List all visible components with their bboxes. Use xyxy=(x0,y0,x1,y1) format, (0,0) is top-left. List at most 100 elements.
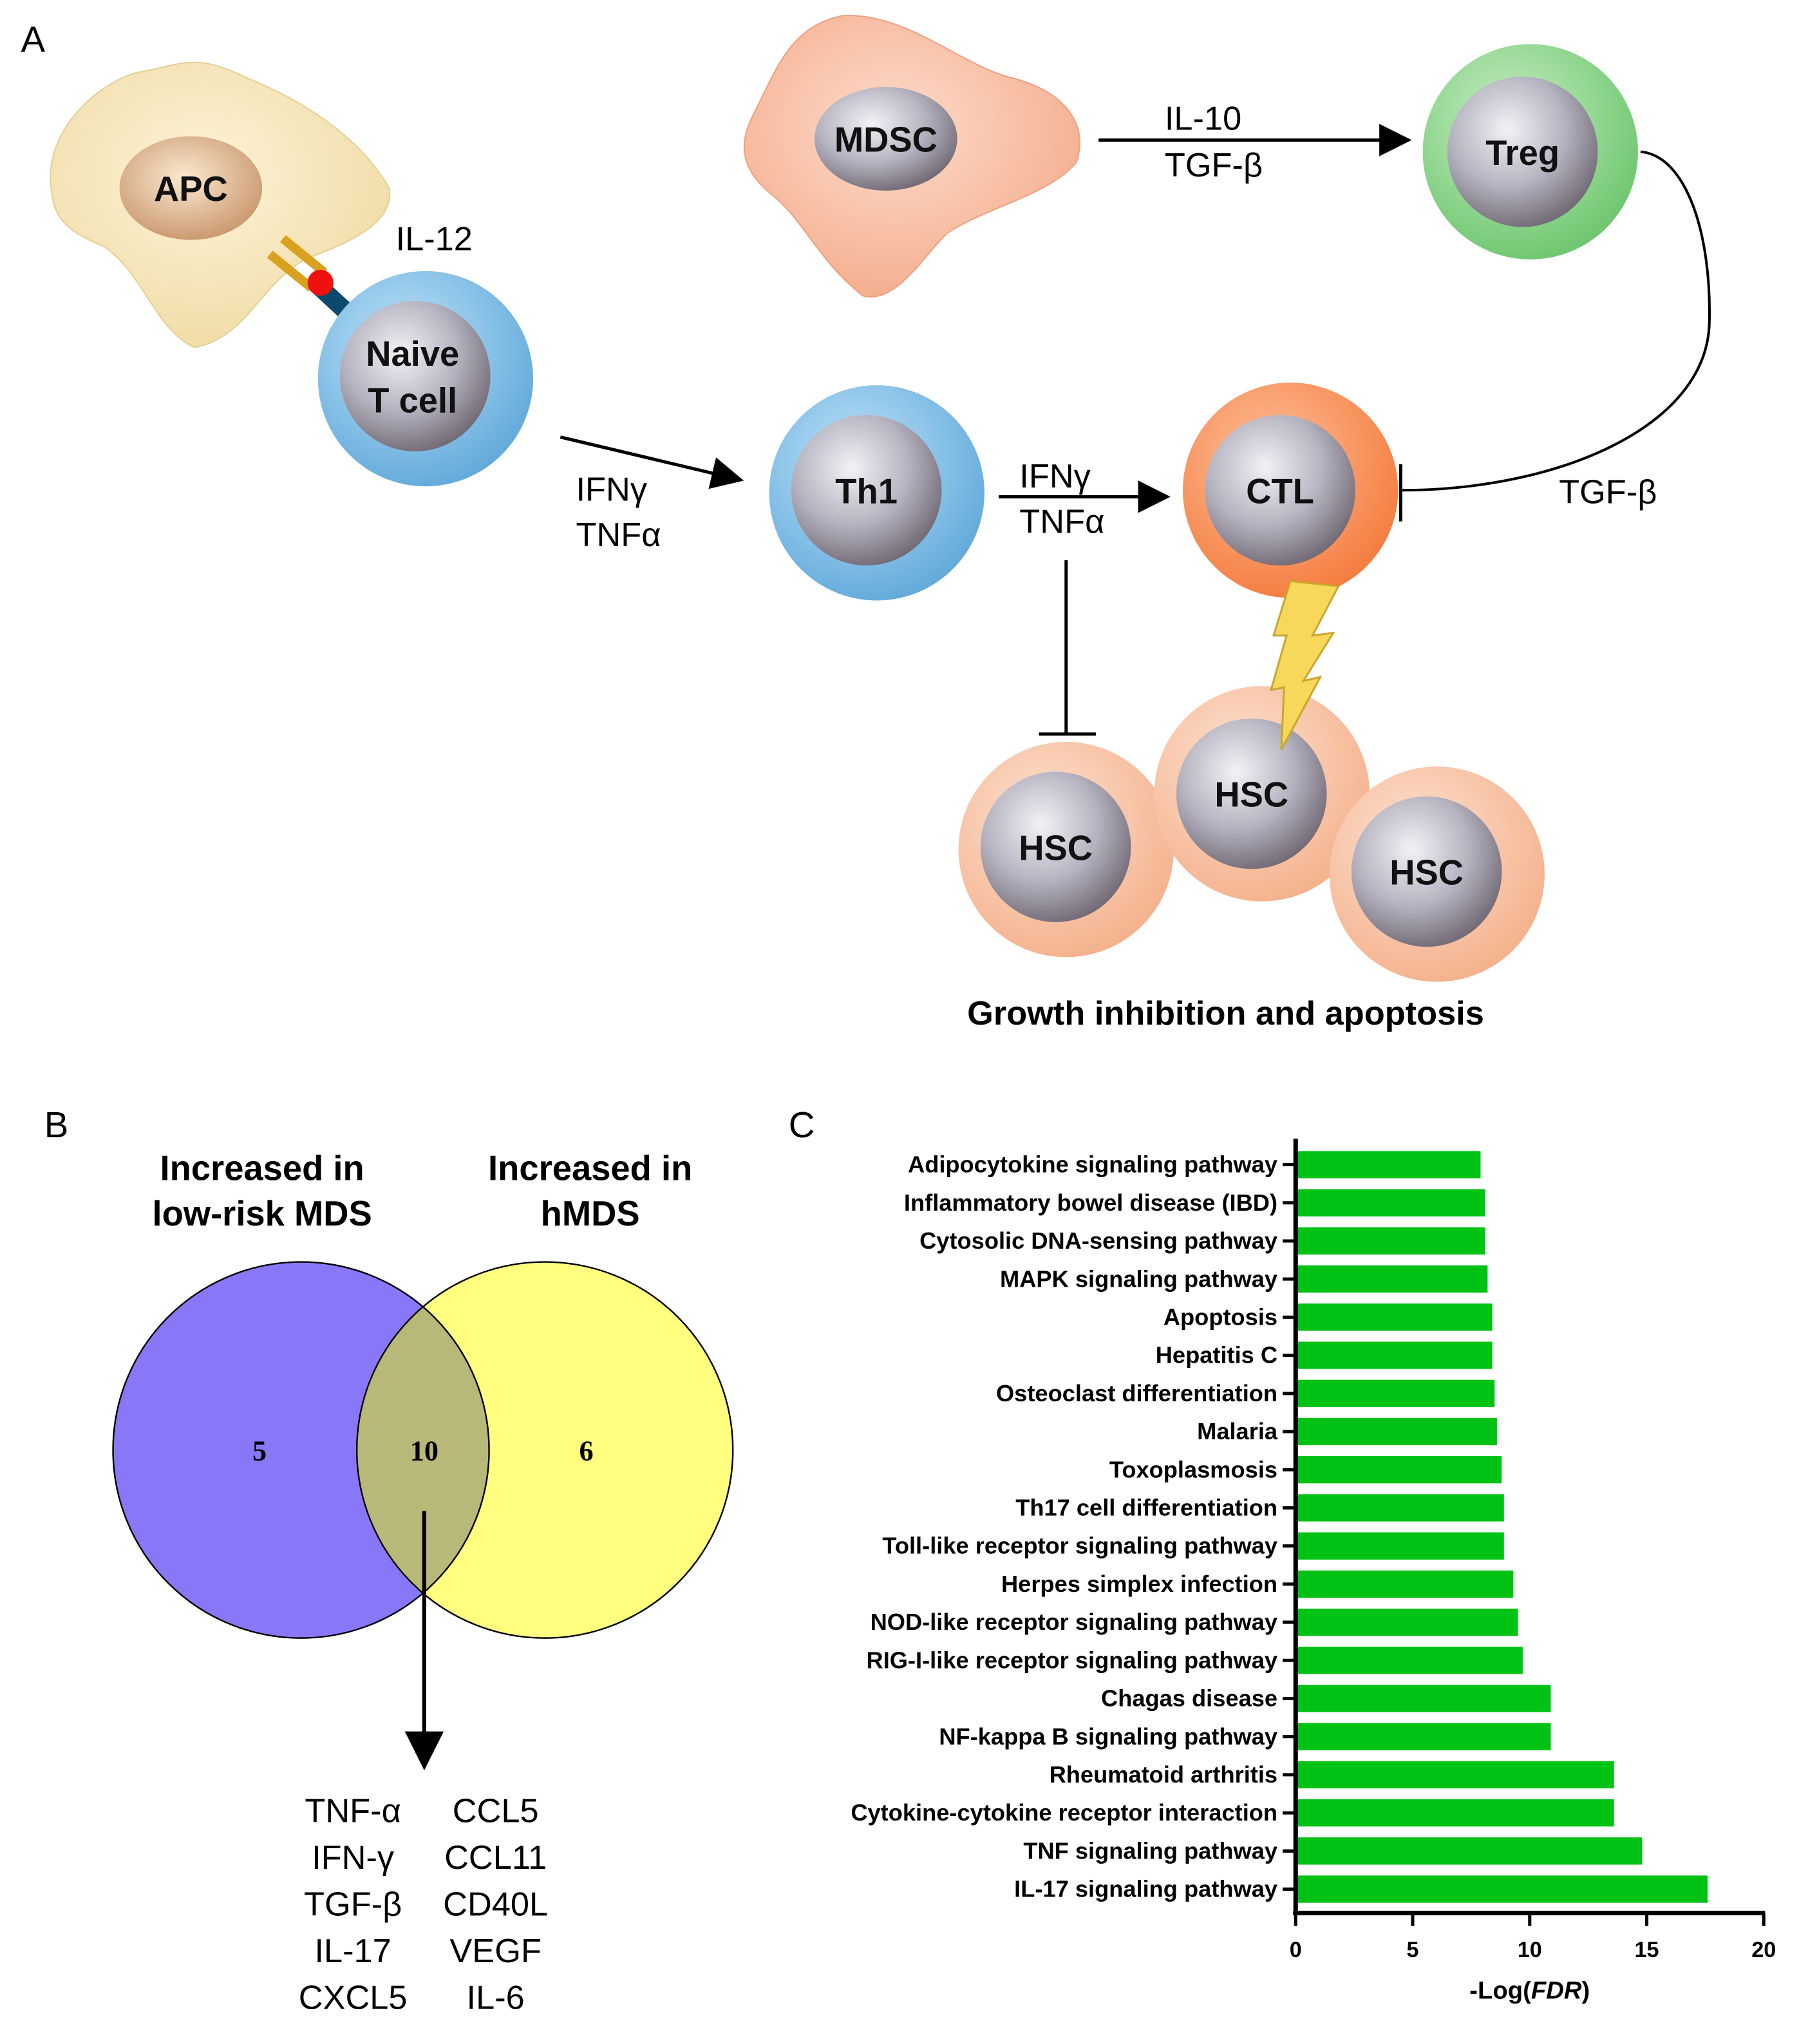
category-label: Osteoclast differentiation xyxy=(996,1380,1277,1406)
lightning-icon xyxy=(1269,580,1341,750)
right-title-1: Increased in xyxy=(488,1149,692,1188)
shared-item: IL-6 xyxy=(467,1980,525,2017)
mdsc-treg-label-1: IL-10 xyxy=(1165,100,1241,137)
category-label: Rheumatoid arthritis xyxy=(1050,1761,1277,1788)
bar xyxy=(1295,1799,1614,1827)
naive-label-2: T cell xyxy=(368,381,457,420)
shared-item: CD40L xyxy=(443,1886,548,1924)
bar xyxy=(1295,1151,1481,1178)
hsc-label-1: HSC xyxy=(1019,828,1093,867)
treg-ctl-label: TGF-β xyxy=(1559,473,1657,511)
x-tick-label: 0 xyxy=(1290,1938,1302,1962)
treg-cell: Treg xyxy=(1422,44,1638,260)
bar xyxy=(1295,1685,1551,1712)
bar xyxy=(1295,1417,1497,1446)
category-label: Inflammatory bowel disease (IBD) xyxy=(904,1189,1277,1216)
shared-item: IFN-γ xyxy=(312,1839,394,1877)
ctl-cell: CTL xyxy=(1183,383,1399,598)
arrow-naive-to-th1 xyxy=(560,435,744,489)
shared-item: TNF-α xyxy=(305,1793,401,1830)
left-only-count: 5 xyxy=(252,1435,267,1467)
shared-item: CXCL5 xyxy=(299,1980,408,2017)
venn-diagram: 5 10 6 xyxy=(112,1261,734,1639)
inhibition-th1-to-hsc xyxy=(1039,560,1097,736)
category-label: Malaria xyxy=(1197,1418,1278,1444)
bar xyxy=(1295,1265,1488,1293)
x-tick-label: 20 xyxy=(1751,1938,1776,1962)
category-label: NF-kappa B signaling pathway xyxy=(939,1723,1277,1750)
bar xyxy=(1295,1608,1518,1636)
bar xyxy=(1295,1341,1493,1369)
x-axis-label-part: FDR xyxy=(1531,1977,1582,2005)
shared-item: IL-17 xyxy=(314,1933,391,1970)
x-axis-label-part: ) xyxy=(1582,1977,1590,2005)
il12-label: IL-12 xyxy=(396,221,473,258)
ctl-label: CTL xyxy=(1246,471,1314,511)
naive-th1-label-2: TNFα xyxy=(576,516,661,554)
x-axis-label-part: -Log( xyxy=(1469,1977,1531,2005)
category-label: Hepatitis C xyxy=(1156,1342,1277,1368)
panel-a-letter: A xyxy=(21,19,46,60)
bar xyxy=(1295,1303,1493,1331)
left-title-2: low-risk MDS xyxy=(152,1194,372,1233)
hsc-cells: HSC HSC HSC xyxy=(958,686,1545,982)
category-label: Th17 cell differentiation xyxy=(1015,1495,1277,1521)
bar xyxy=(1295,1379,1495,1407)
th1-label: Th1 xyxy=(835,471,898,511)
category-label: Apoptosis xyxy=(1163,1303,1277,1330)
category-label: Toll-like receptor signaling pathway xyxy=(882,1533,1277,1559)
category-label: Cytosolic DNA-sensing pathway xyxy=(919,1227,1277,1254)
bar xyxy=(1295,1532,1504,1560)
category-label: Cytokine-cytokine receptor interaction xyxy=(851,1799,1277,1826)
th1-cell: Th1 xyxy=(769,385,984,601)
shared-item: TGF-β xyxy=(304,1886,402,1924)
left-title-1: Increased in xyxy=(160,1149,364,1188)
x-tick-label: 10 xyxy=(1518,1938,1542,1962)
bar xyxy=(1295,1837,1643,1865)
naive-th1-label-1: IFNγ xyxy=(576,471,648,508)
apc-label: APC xyxy=(154,169,228,209)
category-label: TNF signaling pathway xyxy=(1023,1837,1277,1864)
th1-ctl-label-1: IFNγ xyxy=(1019,458,1091,495)
panel-a-caption: Growth inhibition and apoptosis xyxy=(967,995,1484,1032)
shared-item: VEGF xyxy=(449,1933,542,1970)
inhibition-treg-to-ctl xyxy=(1399,150,1711,522)
bar xyxy=(1295,1647,1523,1674)
x-tick-label: 5 xyxy=(1407,1938,1419,1962)
bar xyxy=(1295,1227,1485,1255)
right-title-2: hMDS xyxy=(541,1194,640,1233)
bar xyxy=(1295,1494,1504,1522)
shared-item: CCL5 xyxy=(453,1793,539,1830)
th1-ctl-label-2: TNFα xyxy=(1019,504,1104,541)
treg-label: Treg xyxy=(1485,133,1559,173)
pathway-bar-chart: Adipocytokine signaling pathway Inflammat… xyxy=(851,1139,1776,2005)
apc-cell: APC xyxy=(50,61,391,348)
category-label: MAPK signaling pathway xyxy=(1000,1265,1277,1292)
hsc-label-2: HSC xyxy=(1214,775,1288,815)
hsc-label-3: HSC xyxy=(1389,853,1464,893)
mdsc-treg-label-2: TGF-β xyxy=(1165,147,1263,184)
category-label: NOD-like receptor signaling pathway xyxy=(871,1609,1278,1635)
bar xyxy=(1295,1570,1514,1598)
bar xyxy=(1295,1456,1502,1484)
bar xyxy=(1295,1723,1551,1750)
x-tick-label: 15 xyxy=(1635,1938,1659,1962)
mdsc-label: MDSC xyxy=(834,120,937,160)
panel-b-letter: B xyxy=(44,1104,69,1145)
bar xyxy=(1295,1875,1708,1903)
bar xyxy=(1295,1761,1614,1789)
shared-list: TNF-α IFN-γ TGF-β IL-17 CXCL5 CCL5 CCL11… xyxy=(299,1793,548,2017)
x-axis-label: -Log(FDR) xyxy=(1469,1977,1590,2005)
category-label: Herpes simplex infection xyxy=(1001,1571,1277,1597)
shared-item: CCL11 xyxy=(444,1839,547,1877)
overlap-count: 10 xyxy=(410,1435,438,1467)
naive-t-cell: Naive T cell xyxy=(317,270,534,487)
category-label: IL-17 signaling pathway xyxy=(1014,1876,1277,1902)
naive-label-1: Naive xyxy=(366,334,459,374)
category-label: Adipocytokine signaling pathway xyxy=(908,1151,1277,1178)
category-label: RIG-I-like receptor signaling pathway xyxy=(867,1647,1278,1673)
panel-c-letter: C xyxy=(789,1104,815,1145)
bar xyxy=(1295,1189,1485,1216)
venn-overlap xyxy=(357,1262,489,1638)
